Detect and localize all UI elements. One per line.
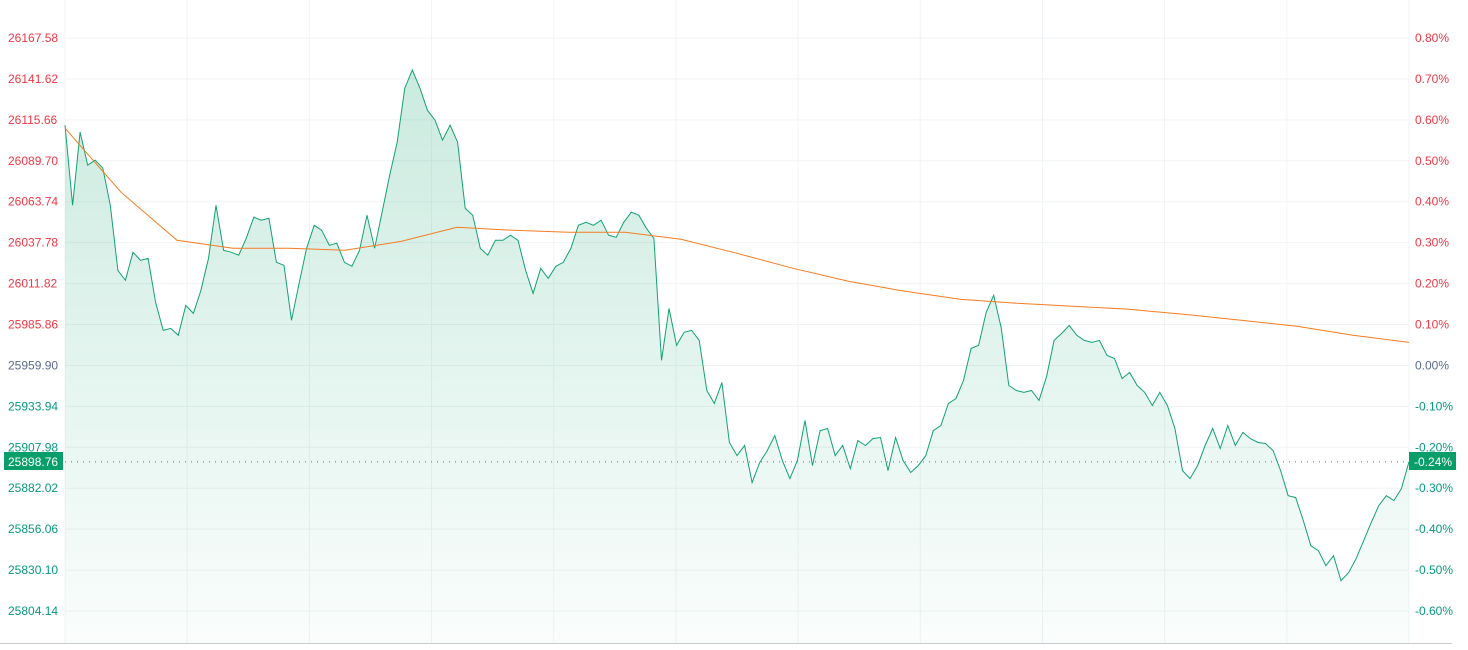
right-tick-label: -0.60% — [1415, 604, 1453, 618]
right-tick-label: 0.50% — [1415, 154, 1449, 168]
left-tick-label: 25856.06 — [8, 522, 58, 536]
left-tick-label: 26167.58 — [8, 31, 58, 45]
left-tick-label: 26115.66 — [8, 113, 57, 127]
price-area-fill — [65, 70, 1409, 644]
right-percent-axis: 0.80% 0.70% 0.60% 0.50% 0.40% 0.30% 0.20% 0.10%… — [1415, 31, 1453, 618]
right-tick-label: 0.80% — [1415, 31, 1449, 45]
left-tick-label: 26063.74 — [8, 195, 58, 209]
right-tick-label: -0.10% — [1415, 399, 1453, 413]
current-change-value: -0.24% — [1414, 455, 1452, 469]
right-tick-label: 0.00% — [1415, 358, 1449, 372]
left-tick-label: 26089.70 — [8, 154, 58, 168]
right-tick-label: 0.40% — [1415, 195, 1449, 209]
left-tick-label: 26141.62 — [8, 72, 58, 86]
right-tick-label: 0.10% — [1415, 318, 1449, 332]
left-tick-label: 25882.02 — [8, 481, 58, 495]
left-tick-label: 25959.90 — [8, 358, 58, 372]
right-tick-label: 0.60% — [1415, 113, 1449, 127]
left-tick-label: 25933.94 — [8, 399, 58, 413]
right-tick-label: 0.20% — [1415, 277, 1449, 291]
price-line — [64, 68, 1410, 582]
right-tick-label: 0.70% — [1415, 72, 1449, 86]
left-tick-label: 25804.14 — [8, 604, 58, 618]
moving-average-line — [64, 127, 1410, 343]
right-tick-label: -0.40% — [1415, 522, 1453, 536]
left-price-axis: 26167.58 26141.62 26115.66 26089.70 26063.74… — [8, 31, 58, 618]
current-price-label: 25898.76 — [4, 452, 63, 470]
left-tick-label: 25985.86 — [8, 318, 58, 332]
current-change-label: -0.24% — [1409, 452, 1456, 470]
left-tick-label: 25907.98 — [8, 440, 58, 454]
left-tick-label: 25830.10 — [8, 563, 58, 577]
left-tick-label: 26011.82 — [8, 277, 57, 291]
right-tick-label: -0.20% — [1415, 440, 1453, 454]
right-tick-label: -0.50% — [1415, 563, 1453, 577]
current-price-value: 25898.76 — [8, 455, 58, 469]
right-tick-label: 0.30% — [1415, 236, 1449, 250]
right-tick-label: -0.30% — [1415, 481, 1453, 495]
left-tick-label: 26037.78 — [8, 236, 58, 250]
